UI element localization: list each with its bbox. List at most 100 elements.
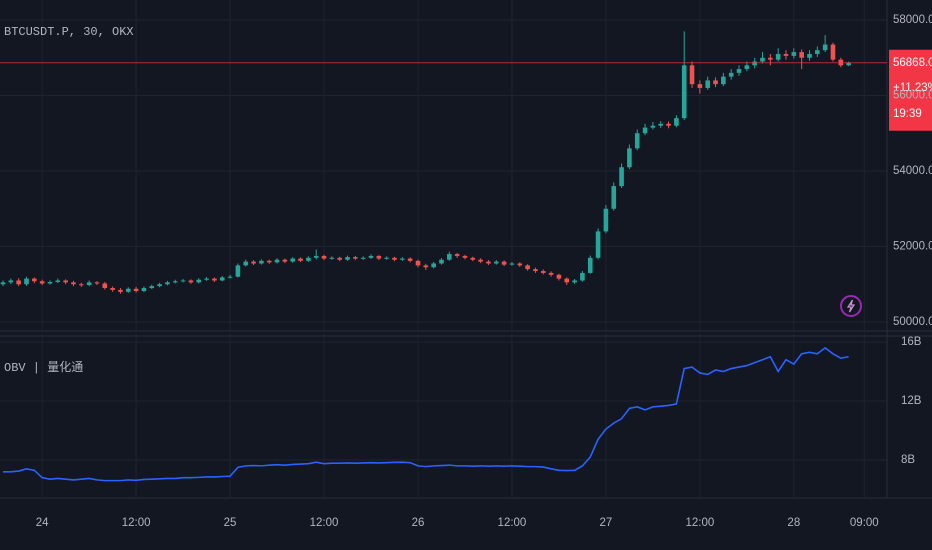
candle-body [721, 76, 726, 85]
candle-body [627, 148, 632, 168]
candle-body [713, 80, 718, 85]
candle-body [32, 278, 37, 282]
candle-body [282, 259, 288, 262]
candle-body [110, 288, 115, 290]
candle-body [172, 281, 178, 283]
candle-body [431, 263, 436, 268]
candle-body [439, 259, 444, 264]
grid [0, 0, 887, 497]
x-tick-label: 28 [787, 517, 800, 529]
candle-body [47, 281, 53, 284]
candle-body [548, 272, 554, 275]
candle-body [556, 274, 562, 279]
candle-body [251, 261, 256, 264]
price-tag-text: 56868.0 [893, 57, 932, 69]
candle-body [705, 80, 710, 88]
candle-body [16, 280, 21, 285]
candle-body [55, 280, 61, 282]
x-tick-label: 12:00 [498, 517, 527, 529]
x-tick-label: 12:00 [122, 517, 151, 529]
candle-body [681, 65, 687, 119]
price-tag-text: 19:39 [893, 108, 922, 120]
x-tick-label: 09:00 [850, 517, 879, 529]
candle-body [783, 53, 789, 56]
x-tick-label: 12:00 [685, 517, 714, 529]
candle-body [587, 257, 593, 273]
candle-body [329, 257, 335, 259]
candle-body [486, 261, 491, 264]
y-tick-label: 56000.0 [893, 90, 932, 102]
price-tag: 56868.0 +11.23% 19:39 [889, 49, 932, 131]
y2-tick-label: 12B [901, 395, 922, 407]
candle-body [149, 286, 155, 289]
candle-body [619, 167, 624, 187]
candle-body [0, 282, 6, 285]
candle-body [118, 289, 123, 292]
candle-body [603, 208, 609, 232]
candle-body [791, 52, 797, 56]
candle-body [580, 272, 585, 281]
lightning-icon[interactable] [840, 295, 862, 317]
candle-body [321, 255, 327, 259]
candle-body [478, 259, 483, 262]
candle-body [157, 284, 162, 287]
candle-body [423, 265, 429, 268]
candle-body [298, 258, 303, 261]
candle-body [290, 258, 296, 262]
candle-body [79, 284, 84, 286]
candle-body [94, 282, 100, 284]
candle-body [368, 255, 374, 258]
candle-body [306, 257, 311, 261]
candle-body [376, 255, 382, 259]
candle-body [384, 257, 389, 259]
chart-title: BTCUSDT.P, 30, OKX [4, 25, 134, 39]
candle-body [274, 259, 280, 263]
candle-body [243, 261, 249, 266]
y-tick-label: 50000.0 [893, 316, 932, 328]
candle-body [736, 69, 742, 73]
candle-body [219, 277, 225, 281]
candle-body [360, 257, 366, 259]
candle-body [266, 260, 272, 263]
candle-body [180, 280, 186, 282]
candle-body [666, 123, 671, 126]
candle-body [775, 53, 781, 60]
candle-body [470, 257, 476, 260]
candle-body [196, 279, 202, 283]
candle-body [728, 72, 734, 77]
candle-body [39, 281, 45, 284]
candle-body [533, 269, 538, 272]
candle-body [141, 288, 147, 292]
candle-body [799, 52, 804, 58]
y-tick-label: 52000.0 [893, 241, 932, 253]
candle-body [235, 265, 241, 277]
candle-body [674, 118, 679, 126]
candle-body [744, 65, 750, 70]
candle-body [517, 263, 523, 266]
candle-body [564, 278, 570, 283]
candle-body [830, 44, 836, 60]
candle-body [807, 53, 812, 58]
candle-body [259, 260, 264, 264]
candle-body [392, 257, 397, 260]
candle-body [313, 255, 319, 258]
candle-body [572, 280, 577, 283]
indicator-title: OBV | 量化通 [4, 360, 83, 375]
icon-bolt [846, 299, 856, 313]
candle-body [768, 57, 773, 60]
candle-body [400, 258, 405, 260]
candle-body [63, 280, 68, 283]
candle-body [165, 282, 170, 285]
x-tick-label: 27 [600, 517, 613, 529]
y2-tick-label: 8B [901, 454, 915, 466]
candle-body [509, 263, 515, 265]
candle-body [71, 282, 76, 285]
candle-body [689, 65, 695, 85]
candle-body [415, 260, 421, 266]
y-tick-label: 54000.0 [893, 165, 932, 177]
candle-body [102, 283, 108, 289]
candle-body [595, 231, 601, 258]
candle-body [462, 255, 468, 258]
candle-body [846, 62, 851, 66]
